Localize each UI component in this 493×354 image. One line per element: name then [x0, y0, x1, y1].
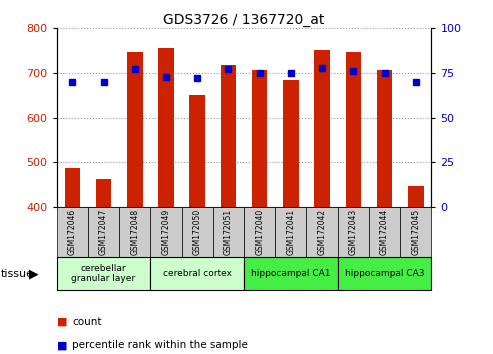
Bar: [150, 207, 181, 257]
Bar: [213, 207, 244, 257]
Text: GSM172040: GSM172040: [255, 209, 264, 255]
Text: GSM172045: GSM172045: [411, 209, 420, 255]
Text: cerebellar
granular layer: cerebellar granular layer: [71, 264, 136, 283]
Bar: [158, 48, 174, 207]
Bar: [346, 52, 361, 207]
Bar: [57, 257, 150, 290]
Bar: [96, 179, 111, 207]
Bar: [377, 70, 392, 207]
Bar: [57, 207, 88, 257]
Bar: [150, 257, 244, 290]
Bar: [307, 207, 338, 257]
Bar: [338, 257, 431, 290]
Bar: [315, 50, 330, 207]
Title: GDS3726 / 1367720_at: GDS3726 / 1367720_at: [163, 13, 325, 27]
Text: ▶: ▶: [29, 267, 38, 280]
Text: GSM172050: GSM172050: [193, 209, 202, 255]
Bar: [244, 257, 338, 290]
Text: GSM172047: GSM172047: [99, 209, 108, 255]
Text: GSM172051: GSM172051: [224, 209, 233, 255]
Text: cerebral cortex: cerebral cortex: [163, 269, 232, 278]
Text: GSM172041: GSM172041: [286, 209, 295, 255]
Text: GSM172043: GSM172043: [349, 209, 358, 255]
Bar: [275, 207, 307, 257]
Text: hippocampal CA1: hippocampal CA1: [251, 269, 331, 278]
Bar: [65, 168, 80, 207]
Bar: [338, 207, 369, 257]
Bar: [88, 207, 119, 257]
Text: percentile rank within the sample: percentile rank within the sample: [72, 340, 248, 350]
Bar: [189, 95, 205, 207]
Bar: [221, 65, 236, 207]
Text: count: count: [72, 317, 102, 327]
Bar: [244, 207, 275, 257]
Bar: [408, 186, 423, 207]
Bar: [400, 207, 431, 257]
Text: tissue: tissue: [0, 269, 34, 279]
Bar: [283, 80, 299, 207]
Text: hippocampal CA3: hippocampal CA3: [345, 269, 424, 278]
Bar: [252, 70, 267, 207]
Text: GSM172046: GSM172046: [68, 209, 77, 255]
Text: GSM172044: GSM172044: [380, 209, 389, 255]
Bar: [369, 207, 400, 257]
Bar: [127, 52, 142, 207]
Text: GSM172042: GSM172042: [317, 209, 326, 255]
Text: GSM172049: GSM172049: [162, 209, 171, 255]
Text: ■: ■: [57, 317, 67, 327]
Text: GSM172048: GSM172048: [130, 209, 139, 255]
Bar: [119, 207, 150, 257]
Text: ■: ■: [57, 340, 67, 350]
Bar: [181, 207, 213, 257]
